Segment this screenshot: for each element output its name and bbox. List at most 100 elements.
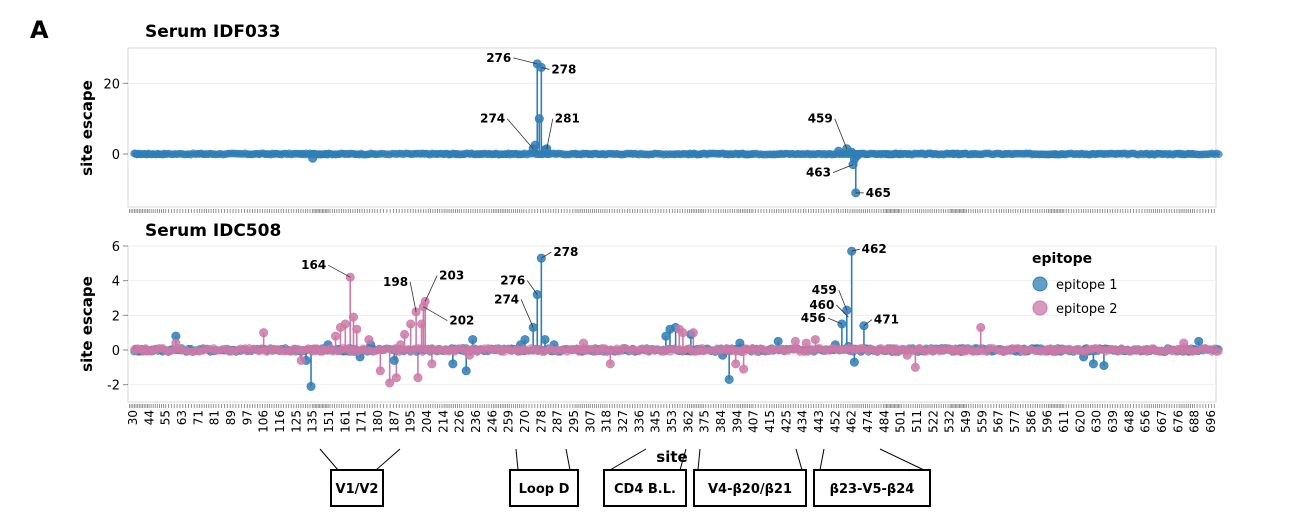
y-axis-label-idc508: site escape xyxy=(78,276,96,372)
x-tick-label: 474 xyxy=(861,410,875,433)
x-tick-label: 161 xyxy=(338,410,352,433)
region-loop-d: Loop D xyxy=(509,448,579,507)
legend-label-epitope-1: epitope 1 xyxy=(1056,278,1118,293)
annotation-leader xyxy=(863,319,873,327)
x-tick-label: 327 xyxy=(616,410,630,433)
annotation-leader xyxy=(546,118,554,149)
x-tick-label: 336 xyxy=(632,410,646,433)
data-point xyxy=(976,322,986,332)
data-point xyxy=(296,355,306,365)
region-cd4-bl: CD4 B.L. xyxy=(603,448,687,507)
x-tick-label: 55 xyxy=(159,410,173,425)
panel-letter: A xyxy=(30,16,49,44)
baseline-point xyxy=(1214,347,1223,356)
data-point xyxy=(540,335,550,345)
x-tick-label: 214 xyxy=(436,410,450,433)
data-point xyxy=(790,336,800,346)
x-tick-label: 226 xyxy=(453,410,467,433)
x-tick-label: 204 xyxy=(420,410,434,433)
annotation-leader xyxy=(834,118,848,149)
data-point xyxy=(579,338,589,348)
annotation-label: 278 xyxy=(553,245,578,259)
baseline-point xyxy=(1214,150,1223,159)
x-tick-label: 318 xyxy=(600,410,614,433)
region-label-cd4-bl: CD4 B.L. xyxy=(614,482,676,497)
data-point xyxy=(385,378,395,388)
x-tick-label: 425 xyxy=(779,410,793,433)
x-tick-label: 116 xyxy=(273,410,287,433)
annotation-leader xyxy=(513,57,538,65)
x-tick-labels: 30 44 55 63 71 81 89 97 106 116 125 135 151 161 171 180… xyxy=(126,410,1218,433)
legend-title: epitope xyxy=(1032,251,1092,267)
region-label-loop-d: Loop D xyxy=(519,482,570,497)
y-tick-label: 0 xyxy=(112,344,120,359)
x-tick-label: 567 xyxy=(992,410,1006,433)
data-point xyxy=(417,319,427,329)
annotation-label: 460 xyxy=(809,298,834,312)
annotation-leader xyxy=(832,164,854,173)
legend-swatch-epitope-1 xyxy=(1032,276,1048,292)
x-tick-label: 501 xyxy=(894,410,908,433)
annotation-label: 198 xyxy=(383,275,408,289)
x-tick-label: 270 xyxy=(518,410,532,433)
data-point xyxy=(810,335,820,345)
data-point xyxy=(1088,359,1098,369)
data-point xyxy=(413,373,423,383)
x-tick-label: 639 xyxy=(1106,410,1120,433)
x-tick-label: 462 xyxy=(845,410,859,433)
annotation-label: 274 xyxy=(480,112,505,126)
legend: epitope epitope 1 epitope 2 xyxy=(1032,251,1118,317)
annotation-label: 471 xyxy=(874,313,899,327)
data-point xyxy=(852,151,862,161)
data-point xyxy=(678,328,688,338)
data-point xyxy=(448,359,458,369)
y-ticks-idf033: 0 20 xyxy=(103,77,128,163)
x-tick-label: 522 xyxy=(926,410,940,433)
x-tick-label: 71 xyxy=(191,410,205,425)
x-tick-label: 106 xyxy=(257,410,271,433)
x-tick-label: 407 xyxy=(747,410,761,433)
annotation-label: 465 xyxy=(866,186,891,200)
data-point xyxy=(661,331,671,341)
x-tick-label: 630 xyxy=(1090,410,1104,433)
data-point xyxy=(306,381,316,391)
legend-label-epitope-2: epitope 2 xyxy=(1056,302,1118,317)
data-point xyxy=(427,359,437,369)
x-tick-label: 532 xyxy=(943,410,957,433)
annotation-label: 202 xyxy=(449,314,474,328)
region-v1v2: V1/V2 xyxy=(319,448,401,507)
region-v5: β23-V5-β24 xyxy=(813,448,931,507)
data-point xyxy=(171,338,181,348)
x-tick-label: 596 xyxy=(1041,410,1055,433)
x-axis-label: site xyxy=(656,448,687,466)
x-tick-label: 353 xyxy=(665,410,679,433)
data-point xyxy=(910,362,920,372)
x-tick-label: 44 xyxy=(142,410,156,425)
x-tick-label: 135 xyxy=(306,410,320,433)
x-tick-label: 97 xyxy=(240,410,254,425)
region-label-v5: β23-V5-β24 xyxy=(830,482,915,497)
x-tick-label: 667 xyxy=(1155,410,1169,433)
x-tick-label: 434 xyxy=(796,410,810,433)
y-tick-label: 20 xyxy=(103,77,120,92)
annotation-leader xyxy=(541,251,552,259)
x-tick-label: 259 xyxy=(502,410,516,433)
annotation-leader xyxy=(838,289,848,311)
annotation-label: 276 xyxy=(486,51,511,65)
plot-frame-idc508 xyxy=(127,245,1217,403)
panel-title-idf033: Serum IDF033 xyxy=(145,22,280,42)
x-tick-label: 278 xyxy=(534,410,548,433)
x-tick-label: 688 xyxy=(1188,410,1202,433)
data-point xyxy=(348,312,358,322)
x-tick-label: 559 xyxy=(975,410,989,433)
annotation-label: 164 xyxy=(301,258,326,272)
y-tick-label: 0 xyxy=(112,148,120,163)
legend-swatch-epitope-2 xyxy=(1032,300,1048,316)
x-tick-label: 30 xyxy=(126,410,140,425)
data-point xyxy=(1179,338,1189,348)
x-tick-label: 345 xyxy=(649,410,663,433)
x-tick-label: 307 xyxy=(583,410,597,433)
x-tick-label: 384 xyxy=(714,410,728,433)
